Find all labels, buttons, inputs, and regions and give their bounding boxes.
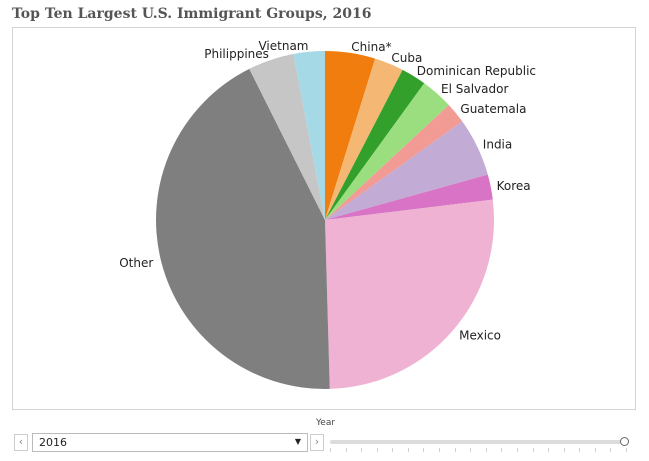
slice-label-china: China* [351, 40, 391, 54]
slice-label-dominican-republic: Dominican Republic [417, 64, 536, 78]
pie-slice-cuba[interactable] [325, 58, 403, 220]
slice-label-korea: Korea [497, 179, 531, 193]
year-dropdown[interactable]: 2016 ▼ [32, 433, 308, 452]
pie-slice-dominican-republic[interactable] [325, 69, 425, 220]
year-slider-track[interactable] [330, 440, 626, 444]
slider-tick [470, 448, 471, 452]
slider-tick [346, 448, 347, 452]
slider-tick [423, 448, 424, 452]
slider-tick [595, 448, 596, 452]
slider-tick [626, 448, 627, 452]
pie-slice-el-salvador[interactable] [325, 83, 449, 221]
pie-slice-other[interactable] [156, 68, 330, 389]
slider-tick [439, 448, 440, 452]
slider-tick [610, 448, 611, 452]
year-filter-label: Year [316, 418, 336, 428]
slider-tick [361, 448, 362, 452]
chart-area: China* Cuba Dominican Republic El Salvador G… [12, 27, 636, 410]
year-slider-thumb[interactable] [620, 437, 629, 446]
year-slider-ticks [330, 448, 627, 452]
year-dropdown-value: 2016 [39, 436, 67, 449]
slider-tick [455, 448, 456, 452]
slider-tick [330, 448, 331, 452]
pie-slice-vietnam[interactable] [293, 51, 325, 220]
previous-year-button[interactable]: ‹ [14, 434, 28, 451]
slider-tick [501, 448, 502, 452]
pie-slice-philippines[interactable] [249, 53, 325, 221]
slice-label-philippines: Philippines [204, 47, 269, 61]
slider-tick [486, 448, 487, 452]
caret-down-icon: ▼ [294, 437, 301, 446]
pie-slice-china[interactable] [325, 51, 376, 220]
pie-slice-mexico[interactable] [325, 199, 495, 389]
pie-slice-korea[interactable] [325, 174, 493, 220]
chevron-right-icon: › [314, 435, 320, 448]
slider-tick [533, 448, 534, 452]
slider-tick [548, 448, 549, 452]
slice-label-cuba: Cuba [391, 51, 422, 65]
slider-tick [517, 448, 518, 452]
next-year-button[interactable]: › [310, 434, 324, 451]
slice-label-el-salvador: El Salvador [441, 82, 508, 96]
pie-slice-india[interactable] [325, 121, 488, 220]
slice-label-other: Other [119, 256, 153, 270]
slice-label-guatemala: Guatemala [460, 102, 526, 116]
slider-tick [564, 448, 565, 452]
slider-tick [377, 448, 378, 452]
chevron-left-icon: ‹ [18, 435, 24, 448]
slider-tick [408, 448, 409, 452]
pie-slice-guatemala[interactable] [325, 104, 463, 220]
chart-title: Top Ten Largest U.S. Immigrant Groups, 2… [12, 6, 372, 22]
slice-label-vietnam: Vietnam [258, 39, 308, 53]
slider-tick [392, 448, 393, 452]
slice-label-india: India [483, 137, 512, 151]
slice-label-mexico: Mexico [459, 329, 501, 343]
slider-tick [579, 448, 580, 452]
